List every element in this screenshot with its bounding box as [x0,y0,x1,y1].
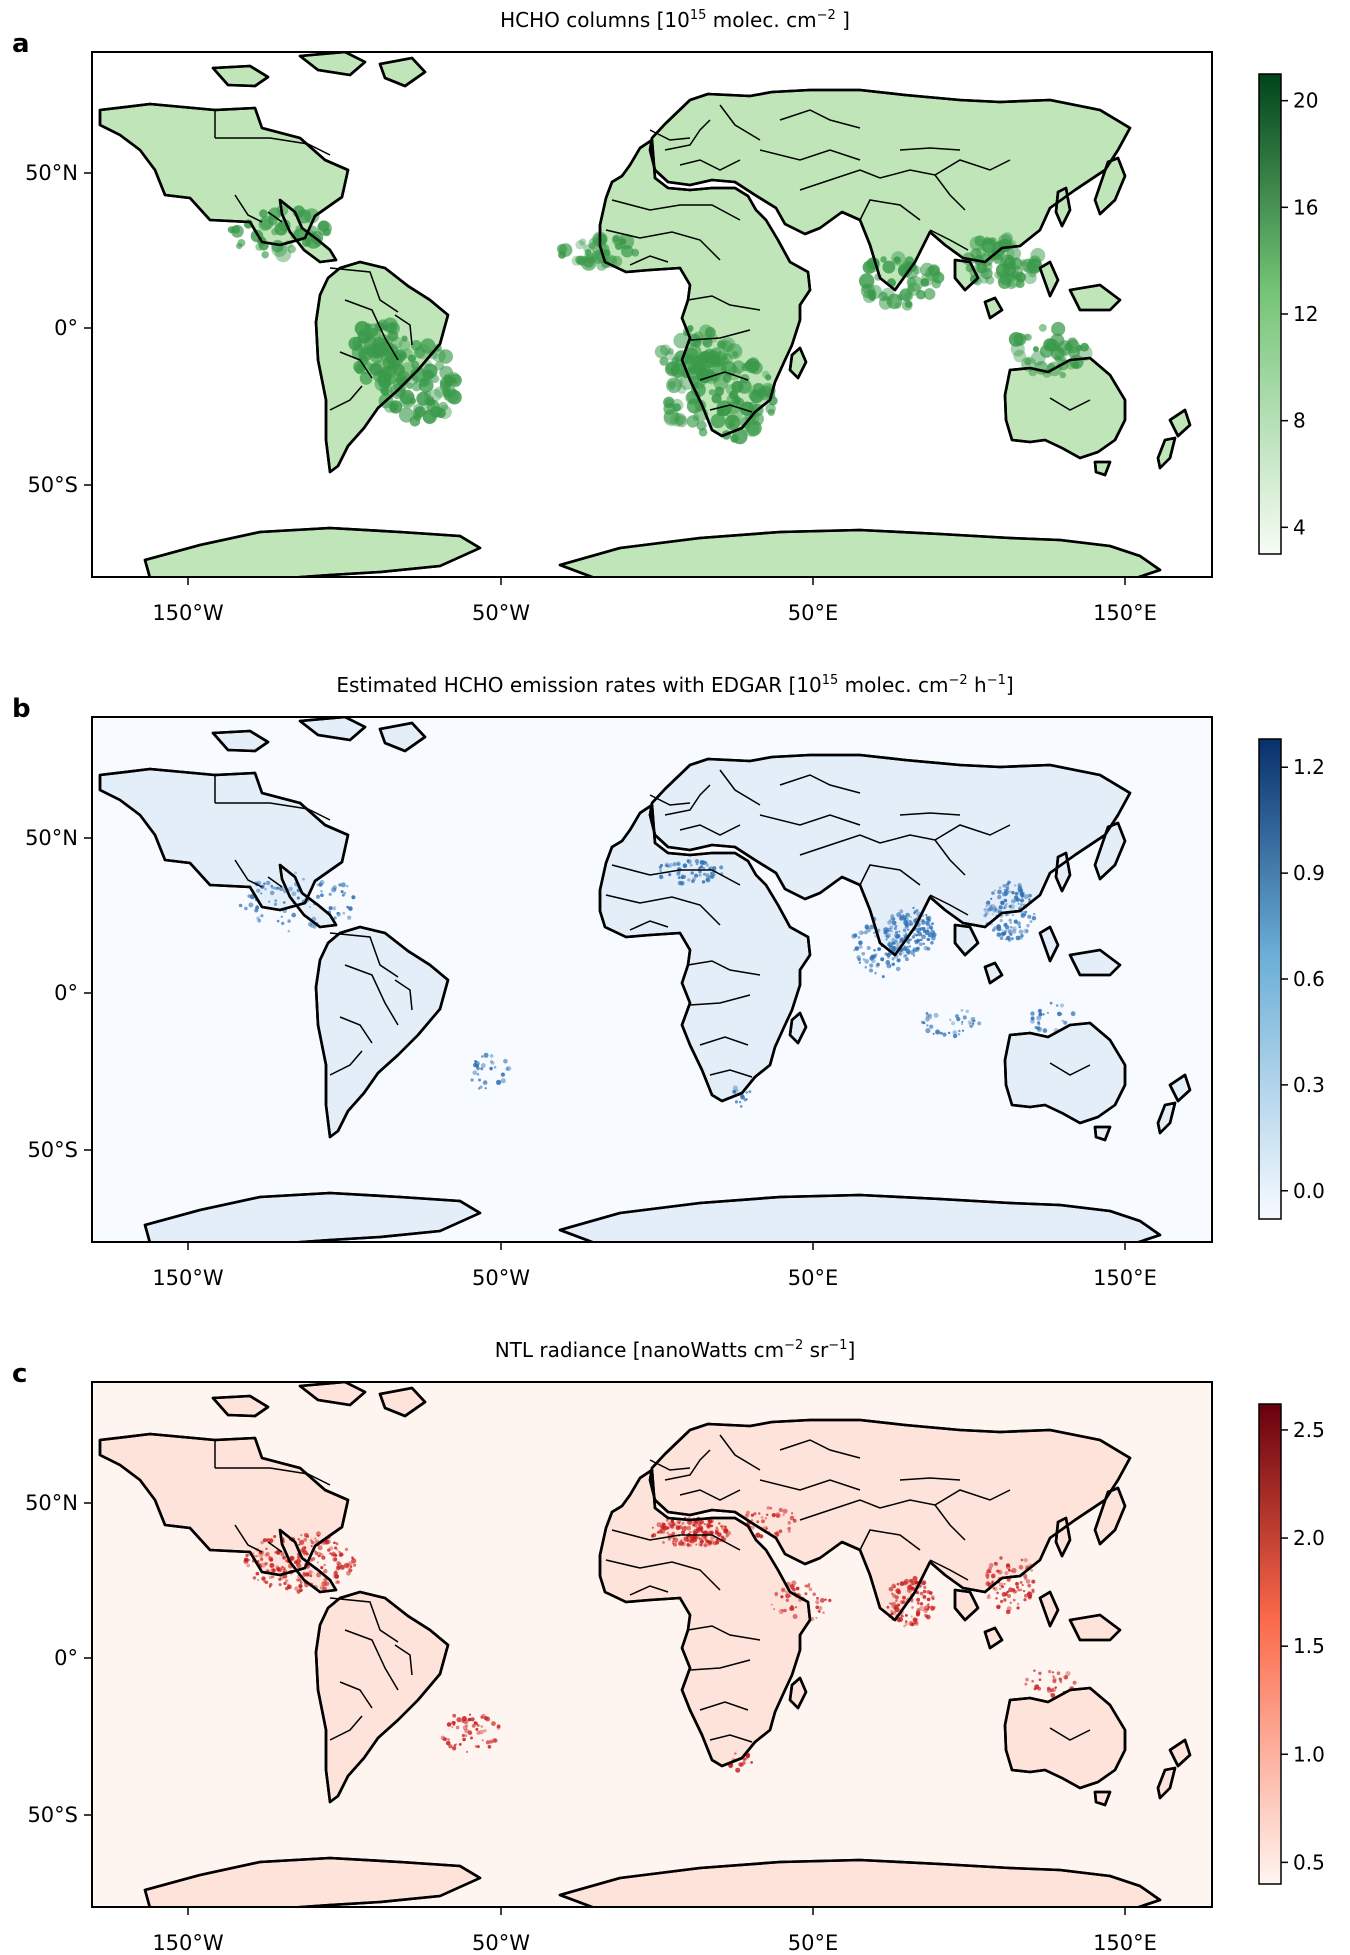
map-frame [91,51,1213,578]
panel-b: Estimated HCHO emission rates with EDGAR… [12,673,1325,1290]
colorbar-tick-label: 8 [1293,409,1306,433]
lon-tick-label: 150°E [1093,601,1157,625]
panel-label: c [12,1359,27,1389]
lat-tick-label: 0° [54,1646,78,1670]
panel-a: HCHO columns [1015 molec. cm−2 ] a 50°N 0° 5… [12,8,1318,625]
map-area [92,717,1212,1242]
colorbar-tick-label: 1.2 [1293,755,1325,779]
colorbar-tick-label: 12 [1293,302,1318,326]
colorbar-tick-label: 2.0 [1293,1526,1325,1550]
map-area [92,1382,1212,1907]
panel-title: Estimated HCHO emission rates with EDGAR… [336,673,1013,697]
lat-tick-label: 50°S [27,473,78,497]
lon-tick-label: 50°W [472,1931,530,1955]
lon-tick-label: 50°W [472,601,530,625]
lon-tick-label: 150°W [152,601,224,625]
colorbar: 0.0 0.3 0.6 0.9 1.2 [1258,738,1325,1220]
colorbar-tick-label: 0.5 [1293,1850,1325,1874]
colorbar-tick-label: 1.0 [1293,1742,1325,1766]
map-area [92,52,1212,577]
lon-tick-label: 150°E [1093,1266,1157,1290]
lon-tick-label: 50°E [788,1266,839,1290]
lon-tick-label: 50°W [472,1266,530,1290]
lat-tick-label: 50°N [25,161,78,185]
colorbar-tick-label: 16 [1293,195,1318,219]
colorbar-ramp [1258,73,1282,555]
lat-tick-label: 50°S [27,1138,78,1162]
colorbar-tick-label: 1.5 [1293,1634,1325,1658]
lat-tick-label: 50°N [25,1491,78,1515]
colorbar-ramp [1258,1403,1282,1885]
panel-label: a [12,29,30,59]
colorbar-tick-label: 0.6 [1293,967,1325,991]
lon-tick-label: 150°W [152,1266,224,1290]
colorbar-tick-label: 4 [1293,515,1306,539]
panel-c: NTL radiance [nanoWatts cm−2 sr−1] c 50°N 0… [12,1338,1325,1955]
panel-title: NTL radiance [nanoWatts cm−2 sr−1] [495,1338,856,1362]
lat-tick-label: 0° [54,981,78,1005]
colorbar-tick-label: 0.9 [1293,861,1325,885]
colorbar-tick-label: 2.5 [1293,1418,1325,1442]
colorbar-tick-label: 0.3 [1293,1073,1325,1097]
colorbar-tick-label: 0.0 [1293,1179,1325,1203]
lon-tick-label: 50°E [788,601,839,625]
colorbar-ramp [1258,738,1282,1220]
lat-tick-label: 50°S [27,1803,78,1827]
lon-tick-label: 50°E [788,1931,839,1955]
data-hotspots [238,859,1076,1108]
colorbar: 0.5 1.0 1.5 2.0 2.5 [1258,1403,1325,1885]
panel-title: HCHO columns [1015 molec. cm−2 ] [500,8,850,32]
map-frame [91,716,1213,1243]
data-hotspots [227,204,1093,445]
map-frame [91,1381,1213,1908]
colorbar-tick-label: 20 [1293,89,1318,113]
lat-tick-label: 0° [54,316,78,340]
colorbar: 4 8 12 16 20 [1258,73,1318,555]
lon-tick-label: 150°E [1093,1931,1157,1955]
data-hotspots [243,1506,1077,1773]
panel-label: b [12,694,31,724]
lat-tick-label: 50°N [25,826,78,850]
lon-tick-label: 150°W [152,1931,224,1955]
